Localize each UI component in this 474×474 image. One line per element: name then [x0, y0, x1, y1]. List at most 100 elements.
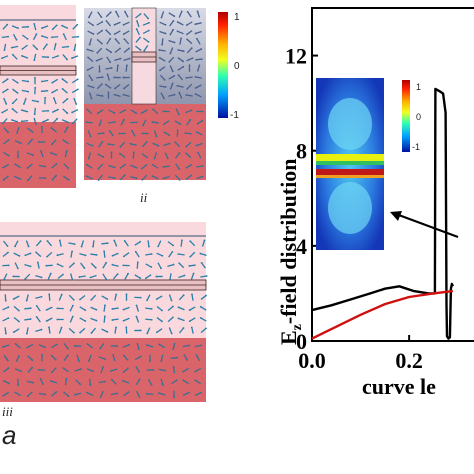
field-arrow-head — [148, 245, 150, 248]
field-arrow-head — [44, 393, 47, 396]
field-arrow — [196, 165, 203, 168]
field-arrow — [90, 253, 97, 256]
field-arrow — [135, 37, 141, 43]
small-colorbar-mid: 0 — [234, 61, 240, 72]
field-arrow-head — [155, 298, 158, 301]
field-arrow — [98, 356, 106, 360]
field-arrow-head — [201, 175, 204, 178]
field-arrow — [108, 176, 115, 179]
field-arrow — [21, 55, 29, 59]
field-arrow-head — [168, 134, 171, 136]
panel-iii-arrows — [2, 239, 208, 399]
field-arrow — [35, 251, 42, 258]
field-arrow-head — [135, 166, 138, 169]
field-arrow-head — [200, 48, 203, 50]
field-arrow-head — [110, 51, 113, 54]
field-arrow — [134, 274, 141, 279]
field-arrow-head — [11, 108, 14, 110]
field-arrow-head — [7, 359, 9, 362]
field-arrow — [169, 29, 174, 36]
field-arrow-head — [135, 315, 138, 318]
field-arrow — [38, 344, 46, 348]
field-arrow — [12, 33, 18, 41]
field-arrow-head — [101, 29, 103, 32]
field-arrow — [178, 11, 183, 18]
field-arrow-head — [20, 370, 22, 373]
field-arrow-head — [77, 35, 80, 38]
field-arrow-head — [106, 242, 109, 245]
field-arrow — [15, 343, 21, 349]
field-arrow-head — [37, 100, 40, 103]
field-arrow-head — [29, 252, 32, 255]
field-arrow-head — [175, 379, 178, 382]
field-arrow-head — [186, 33, 188, 36]
field-arrow-head — [55, 163, 58, 165]
field-arrow-head — [113, 166, 116, 169]
field-arrow-head — [44, 96, 47, 99]
field-arrow — [51, 163, 57, 169]
field-arrow — [189, 264, 196, 267]
field-arrow — [195, 58, 202, 61]
field-arrow — [119, 174, 126, 181]
field-arrow-head — [7, 35, 10, 38]
field-arrow-head — [171, 70, 174, 73]
field-arrow-head — [180, 37, 182, 40]
field-arrow — [102, 262, 107, 269]
field-arrow — [98, 380, 106, 384]
field-arrow — [14, 240, 19, 247]
field-arrow-head — [163, 97, 165, 100]
field-arrow-head — [16, 92, 19, 94]
field-arrow-head — [103, 250, 106, 253]
field-arrow-head — [178, 178, 181, 181]
field-arrow — [98, 174, 103, 181]
field-arrow-head — [147, 29, 150, 32]
field-arrow-head — [190, 47, 193, 50]
series-line-2 — [311, 289, 454, 340]
field-arrow — [168, 294, 173, 301]
field-arrow — [159, 30, 166, 35]
field-arrow — [71, 55, 79, 59]
field-arrow — [115, 11, 120, 18]
field-arrow-head — [172, 244, 174, 247]
field-arrow-head — [36, 261, 39, 264]
field-arrow — [48, 327, 51, 334]
field-arrow-head — [178, 262, 181, 265]
field-arrow — [40, 378, 44, 386]
field-arrow — [26, 152, 34, 156]
field-arrow-head — [37, 140, 40, 143]
field-arrow-head — [37, 368, 40, 371]
y-axis-label-main: E — [276, 330, 301, 345]
field-arrow-head — [40, 276, 43, 279]
field-arrow — [142, 119, 147, 126]
inset-colorbar-top: 1 — [416, 82, 421, 92]
field-arrow — [131, 130, 136, 137]
field-arrow-head — [102, 156, 105, 158]
field-arrow — [3, 175, 9, 181]
field-arrow — [23, 97, 27, 105]
field-arrow — [135, 316, 140, 323]
field-arrow-head — [24, 277, 27, 280]
field-arrow — [63, 126, 69, 134]
field-arrow-head — [100, 83, 103, 86]
field-arrow — [27, 367, 33, 373]
field-arrow — [103, 316, 106, 323]
field-arrow — [14, 391, 22, 397]
field-arrow-head — [111, 319, 114, 321]
field-arrow-head — [79, 298, 81, 301]
field-arrow — [96, 83, 103, 90]
field-arrow — [195, 93, 202, 98]
field-arrow-head — [138, 378, 141, 381]
field-arrow-head — [138, 395, 141, 398]
field-arrow-head — [147, 41, 150, 43]
field-arrow — [14, 176, 22, 180]
field-arrow-head — [191, 293, 193, 296]
field-arrow — [135, 378, 141, 386]
field-arrow-head — [127, 272, 129, 275]
field-arrow — [98, 119, 103, 126]
field-arrow-head — [72, 262, 75, 265]
field-arrow-head — [198, 64, 201, 67]
field-arrow-head — [56, 254, 59, 257]
field-arrow — [52, 118, 58, 124]
field-arrow-head — [47, 56, 50, 59]
field-arrow — [110, 368, 118, 372]
